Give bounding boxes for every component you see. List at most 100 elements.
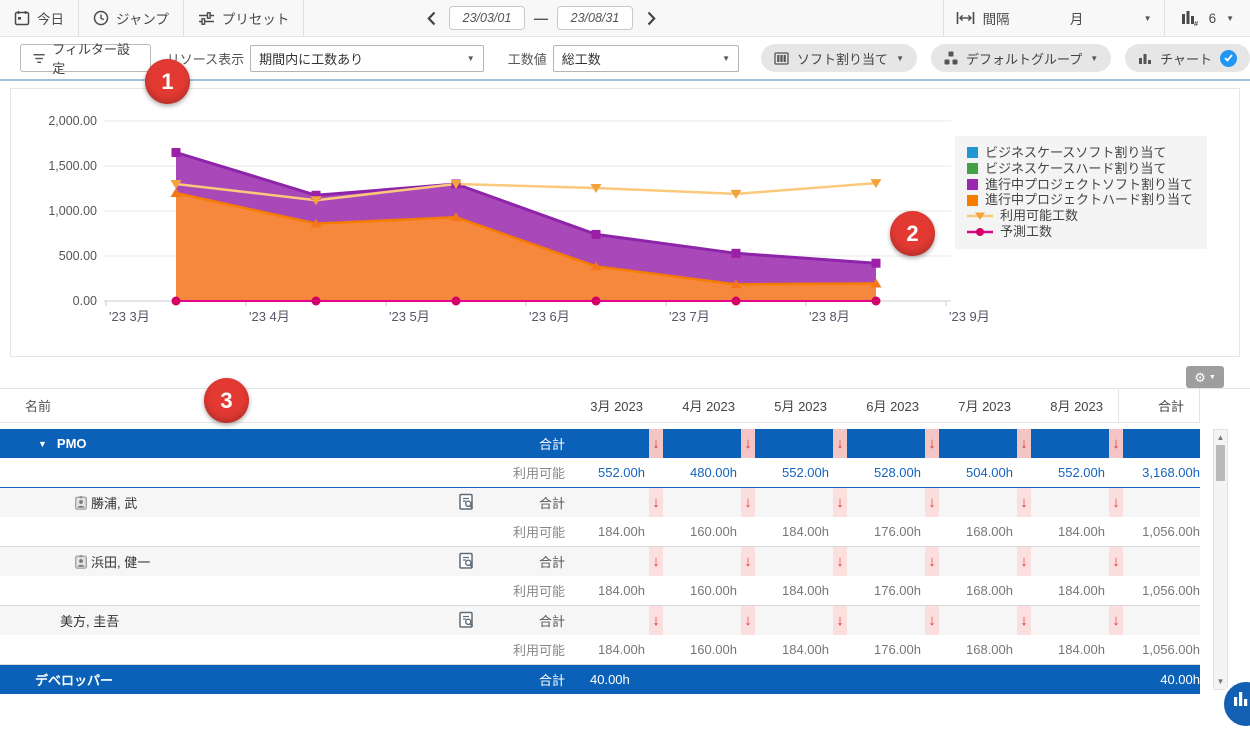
chart-count-value: 6 xyxy=(1208,10,1217,26)
capacity-warning-strip: ↓ xyxy=(741,429,755,458)
month-cell: 184.00h xyxy=(568,576,660,605)
gear-icon: ⚙ xyxy=(1194,369,1206,385)
capacity-warning-strip: ↓ xyxy=(649,606,663,635)
legend-item[interactable]: 進行中プロジェクトハード割り当て xyxy=(966,192,1193,208)
interval-select[interactable]: 間隔 月 ▼ xyxy=(944,0,1164,36)
column-settings-button[interactable]: ⚙ ▼ xyxy=(1186,366,1224,388)
month-cell: ↓ xyxy=(936,606,1031,635)
person-total-row[interactable]: 美方, 圭吾 合計 ↓ ↓ ↓ ↓ ↓ ↓ xyxy=(0,606,1200,635)
date-to-input[interactable]: 23/08/31 xyxy=(557,6,633,30)
interval-value: 月 xyxy=(1069,12,1084,27)
calendar-icon xyxy=(14,11,30,26)
arrow-down-icon: ↓ xyxy=(652,494,660,511)
toolbar-separator xyxy=(1163,0,1165,36)
chart-legend: ビジネスケースソフト割り当て ビジネスケースハード割り当て 進行中プロジェクトソフト… xyxy=(954,136,1207,249)
capacity-warning-strip: ↓ xyxy=(649,547,663,576)
month-cell: 176.00h xyxy=(844,635,936,664)
scrollbar-thumb[interactable] xyxy=(1216,445,1225,481)
month-cell: 184.00h xyxy=(752,576,844,605)
month-value: 160.00h xyxy=(690,524,737,539)
month-value: 552.00h xyxy=(782,465,829,480)
resource-chart-panel: 0.00 500.00 1,000.00 1,500.00 2,000.00 '23 3月… xyxy=(10,88,1240,357)
arrow-down-icon: ↓ xyxy=(1020,553,1028,570)
month-value: 184.00h xyxy=(598,524,645,539)
arrow-down-icon: ↓ xyxy=(652,435,660,452)
resource-display-select[interactable]: 期間内に工数あり ▼ xyxy=(250,44,484,72)
id-badge-icon-wrap xyxy=(75,554,87,569)
resource-detail-button[interactable] xyxy=(458,493,475,511)
toolbar-separator xyxy=(942,0,944,36)
month-cell: 184.00h xyxy=(752,635,844,664)
group-icon xyxy=(944,51,958,65)
legend-item[interactable]: 予測工数 xyxy=(966,224,1193,240)
capacity-warning-strip: ↓ xyxy=(1017,429,1031,458)
resource-detail-icon xyxy=(459,552,474,569)
arrow-down-icon: ↓ xyxy=(928,612,936,629)
month-cell: 160.00h xyxy=(660,517,752,546)
prev-period-button[interactable] xyxy=(422,6,440,30)
person-total-row[interactable]: 浜田, 健一 合計 ↓ ↓ ↓ ↓ ↓ ↓ xyxy=(0,547,1200,576)
resource-display-label: リソース表示 xyxy=(166,51,245,67)
soft-assignment-button[interactable]: ソフト割り当て ▼ xyxy=(761,44,917,72)
resource-display-value: 期間内に工数あり xyxy=(259,51,364,67)
arrow-down-icon: ↓ xyxy=(928,553,936,570)
month-column-header: 6月 2023 xyxy=(866,398,919,414)
available-row-label: 利用可能 xyxy=(512,466,565,481)
next-period-button[interactable] xyxy=(642,6,660,30)
legend-item[interactable]: ビジネスケースハード割り当て xyxy=(966,161,1193,177)
svg-text:'23 9月: '23 9月 xyxy=(949,309,990,324)
arrow-down-icon: ↓ xyxy=(652,612,660,629)
scroll-up-arrow-icon[interactable]: ▲ xyxy=(1216,433,1225,442)
jump-button[interactable]: ジャンプ xyxy=(79,0,183,36)
toolbar-separator xyxy=(303,0,305,36)
filter-settings-button[interactable]: フィルター設定 xyxy=(20,42,151,76)
vertical-scrollbar[interactable]: ▲ ▼ xyxy=(1213,429,1228,690)
month-value: 168.00h xyxy=(966,642,1013,657)
today-button[interactable]: 今日 xyxy=(0,0,78,36)
month-cell: ↓ xyxy=(936,488,1031,517)
group-total-row[interactable]: ▼ PMO 合計 ↓ ↓ ↓ ↓ ↓ ↓ xyxy=(0,429,1200,458)
legend-swatch xyxy=(966,194,978,206)
preset-button[interactable]: プリセット xyxy=(184,0,304,36)
id-badge-icon-wrap xyxy=(75,495,87,510)
person-name: 浜田, 健一 xyxy=(91,555,151,570)
total-row-label: 合計 xyxy=(538,437,565,452)
effort-value-select[interactable]: 総工数 ▼ xyxy=(552,44,740,72)
legend-item[interactable]: 利用可能工数 xyxy=(966,208,1193,224)
resource-detail-button[interactable] xyxy=(458,552,475,570)
total-row-label: 合計 xyxy=(538,673,565,688)
month-cell: ↓ xyxy=(844,606,939,635)
month-cell: ↓ xyxy=(752,488,847,517)
legend-item[interactable]: ビジネスケースソフト割り当て xyxy=(966,145,1193,161)
month-cell: ↓ xyxy=(568,488,663,517)
date-from-input[interactable]: 23/03/01 xyxy=(449,6,525,30)
expand-collapse-icon[interactable]: ▼ xyxy=(38,438,47,449)
month-cell: 552.00h xyxy=(568,458,660,487)
arrow-down-icon: ↓ xyxy=(1020,435,1028,452)
capacity-warning-strip: ↓ xyxy=(1017,488,1031,517)
scroll-down-arrow-icon[interactable]: ▼ xyxy=(1216,677,1225,686)
chart-series-count-select[interactable]: # 6 ▼ xyxy=(1165,0,1250,36)
chart-toggle-button[interactable]: チャート xyxy=(1125,44,1250,72)
month-cell: ↓ xyxy=(568,606,663,635)
arrow-down-icon: ↓ xyxy=(928,435,936,452)
month-value: 184.00h xyxy=(782,642,829,657)
resource-detail-button[interactable] xyxy=(458,611,475,629)
main-toolbar: 今日 ジャンプ プリセット 23/03/01 — 23/08/31 間隔 月 ▼… xyxy=(0,0,1250,37)
resource-table-body: ▼ PMO 合計 ↓ ↓ ↓ ↓ ↓ ↓ 利用可能 552.00h 480.00h 552.00h 528… xyxy=(0,429,1200,694)
legend-item[interactable]: 進行中プロジェクトソフト割り当て xyxy=(966,177,1193,193)
group-total-row[interactable]: デベロッパー 合計 40.00h 40.00h xyxy=(0,665,1200,694)
bar-chart-icon xyxy=(1234,692,1248,706)
capacity-warning-strip: ↓ xyxy=(833,429,847,458)
month-value: 480.00h xyxy=(690,465,737,480)
bar-chart-count-icon: # xyxy=(1181,11,1199,26)
person-total-row[interactable]: 勝浦, 武 合計 ↓ ↓ ↓ ↓ ↓ ↓ xyxy=(0,488,1200,517)
person-name: 勝浦, 武 xyxy=(91,496,138,511)
default-group-button[interactable]: デフォルトグループ ▼ xyxy=(930,44,1112,72)
arrow-down-icon: ↓ xyxy=(744,435,752,452)
legend-line-swatch xyxy=(966,212,993,221)
month-cell: 528.00h xyxy=(844,458,936,487)
month-cell xyxy=(660,665,752,694)
row-total-value: 40.00h xyxy=(1160,672,1200,687)
annotation-marker-1: 1 xyxy=(145,59,190,104)
